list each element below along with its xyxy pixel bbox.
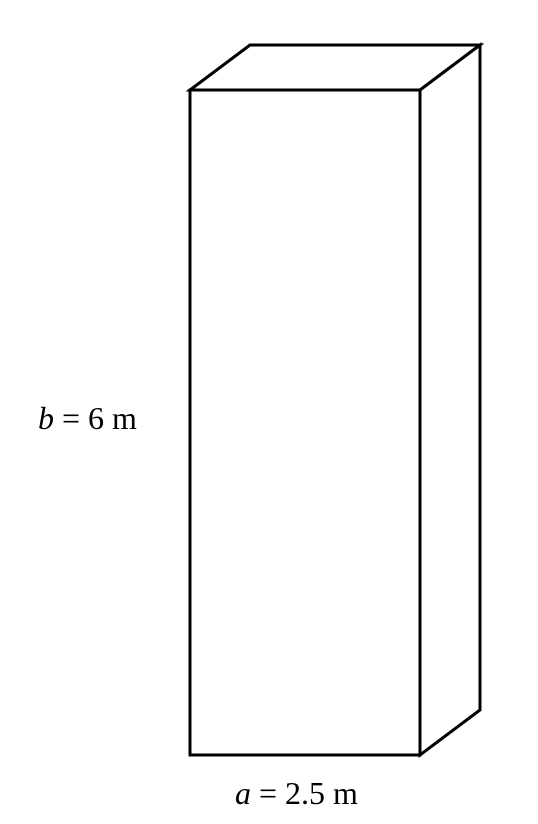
label-width-var: a [235,775,251,811]
label-height-var: b [38,400,54,436]
label-width: a = 2.5 m [235,775,358,812]
label-width-value: = 2.5 m [251,775,358,811]
prism-diagram: b = 6 m a = 2.5 m [0,0,538,819]
prism-front-face [190,90,420,755]
label-height-value: = 6 m [54,400,137,436]
prism-side-face [420,45,480,755]
label-height: b = 6 m [38,400,137,437]
